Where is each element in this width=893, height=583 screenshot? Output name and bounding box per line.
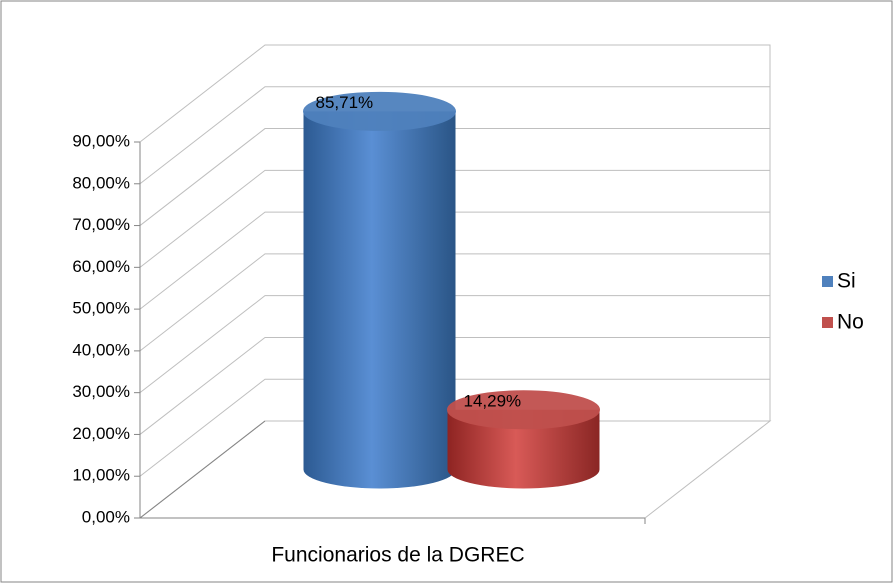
y-tick-label: 0,00% (82, 507, 130, 526)
y-tick-label: 20,00% (72, 424, 130, 443)
grid-line (139, 44, 770, 143)
y-tick-label: 90,00% (72, 131, 130, 150)
y-tick-label: 10,00% (72, 466, 130, 485)
value-label: 14,29% (464, 391, 522, 410)
grid-line (139, 295, 770, 394)
cylinder-top (447, 390, 600, 430)
y-tick-label: 60,00% (72, 257, 130, 276)
grid-line (139, 336, 770, 435)
legend-label: Si (837, 270, 856, 293)
y-axis (139, 420, 266, 519)
legend-label: No (837, 311, 864, 334)
value-label: 85,71% (316, 93, 374, 112)
grid-line (139, 211, 770, 310)
legend-swatch (822, 317, 833, 328)
y-tick-label: 30,00% (72, 382, 130, 401)
cylinder (303, 91, 456, 489)
cylinder-top (303, 91, 456, 131)
x-category-label: Funcionarios de la DGREC (271, 544, 524, 567)
grid-line (139, 86, 770, 185)
cylinder (447, 390, 600, 489)
grid-line (139, 378, 770, 477)
y-tick-label: 50,00% (72, 299, 130, 318)
grid-line (139, 128, 770, 226)
y-tick-label: 40,00% (72, 340, 130, 359)
y-tick-label: 80,00% (72, 173, 130, 192)
grid-line (139, 169, 770, 268)
legend-swatch (822, 276, 833, 287)
grid-line (139, 253, 770, 352)
y-tick-label: 70,00% (72, 215, 130, 234)
cylinder-body (447, 409, 600, 489)
cylinder-body (303, 111, 456, 489)
